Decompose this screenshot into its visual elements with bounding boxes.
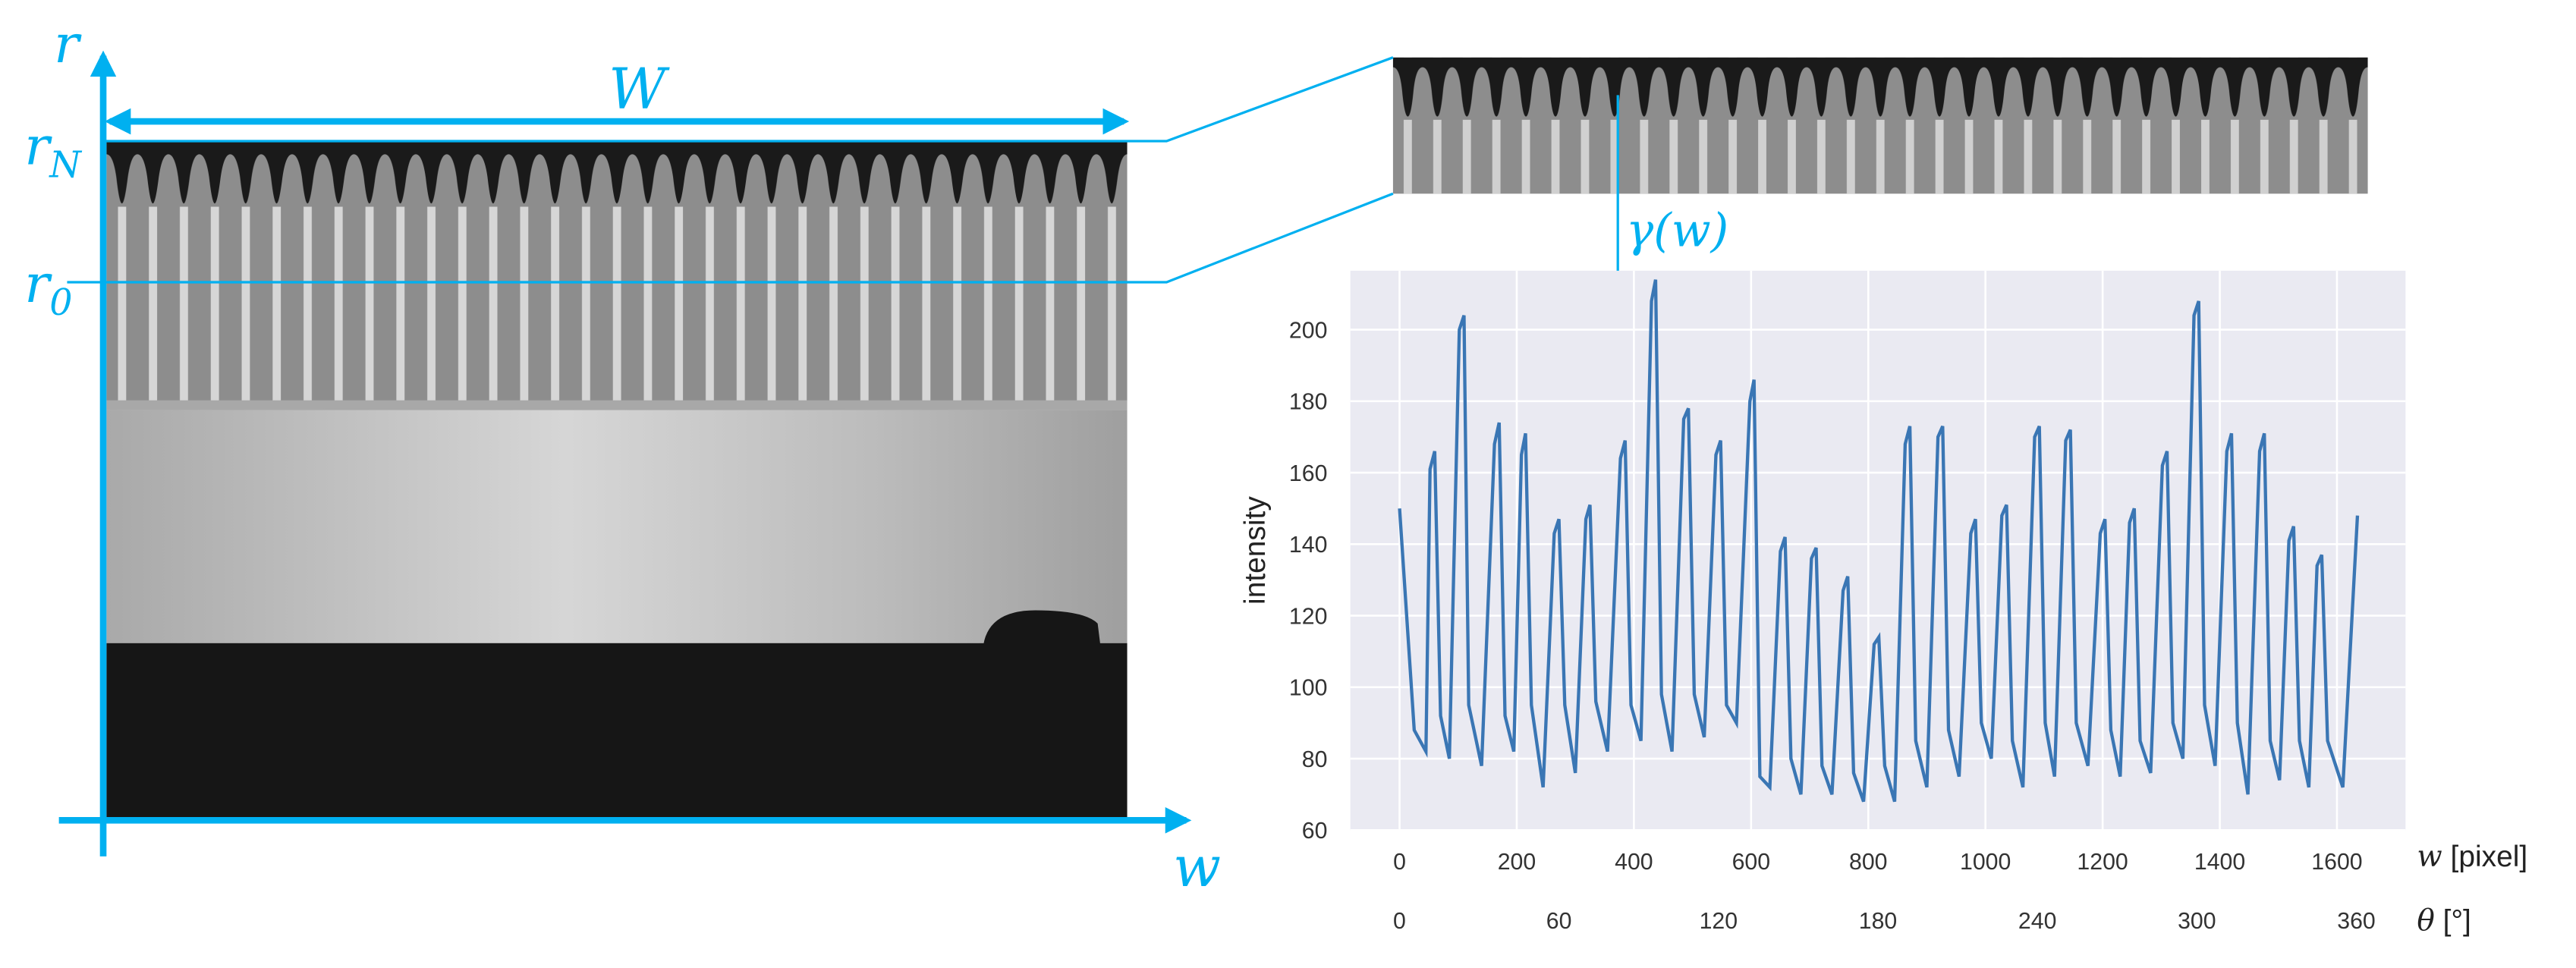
y-tick-label: 180 (1289, 390, 1328, 415)
width-label: W (609, 58, 670, 122)
r0-sub: 0 (49, 282, 72, 324)
annotation-lines (58, 50, 1618, 856)
x2-axis-label-var: θ (2417, 904, 2434, 938)
y-tick-label: 60 (1302, 819, 1328, 844)
x-tick-label: 600 (1732, 850, 1771, 875)
x-tick-label: 200 (1498, 850, 1536, 875)
y-axis-label: intensity (1239, 496, 1272, 605)
y-tick-label: 140 (1289, 533, 1328, 558)
x2-tick-label: 0 (1393, 909, 1406, 934)
gear-image (106, 140, 1128, 821)
x-tick-label: 1000 (1960, 850, 2011, 875)
rN-base: r (24, 116, 52, 177)
x2-axis-label-unit: [°] (2443, 904, 2471, 937)
x2-tick-label: 180 (1859, 909, 1898, 934)
plot-background (1350, 270, 2406, 831)
x-tick-label: 400 (1615, 850, 1653, 875)
x-tick-label: 1400 (2194, 850, 2245, 875)
y-tick-label: 200 (1289, 318, 1328, 343)
x2-tick-label: 300 (2178, 909, 2216, 934)
x-axis-label-unit: [pixel] (2451, 841, 2528, 873)
r-axis-label: r (54, 14, 82, 75)
x2-tick-label: 360 (2337, 909, 2376, 934)
x-axis-label-var: w (2417, 840, 2442, 874)
x2-tick-label: 240 (2018, 909, 2057, 934)
x2-axis-label: θ [°] (2417, 904, 2471, 938)
x-tick-label: 0 (1393, 850, 1406, 875)
profile-label: γ(w) (1626, 204, 1728, 257)
rN-label: rN (24, 116, 82, 186)
y-tick-label: 120 (1289, 604, 1328, 629)
x-tick-label: 1600 (2311, 850, 2362, 875)
x2-tick-label: 120 (1700, 909, 1738, 934)
data-line (1398, 279, 2360, 803)
r0-label: r0 (24, 254, 72, 324)
y-tick-label: 100 (1289, 676, 1328, 701)
x2-tick-label: 60 (1546, 909, 1572, 934)
x-axis-label: w [pixel] (2417, 840, 2527, 874)
x-tick-label: 800 (1849, 850, 1888, 875)
rN-sub: N (49, 145, 82, 187)
r0-base: r (24, 254, 52, 315)
w-axis-label: w (1173, 835, 1221, 900)
x-tick-label: 1200 (2077, 850, 2128, 875)
y-tick-label: 160 (1289, 461, 1328, 486)
strip-image (1392, 57, 2368, 194)
y-tick-label: 80 (1302, 747, 1328, 772)
